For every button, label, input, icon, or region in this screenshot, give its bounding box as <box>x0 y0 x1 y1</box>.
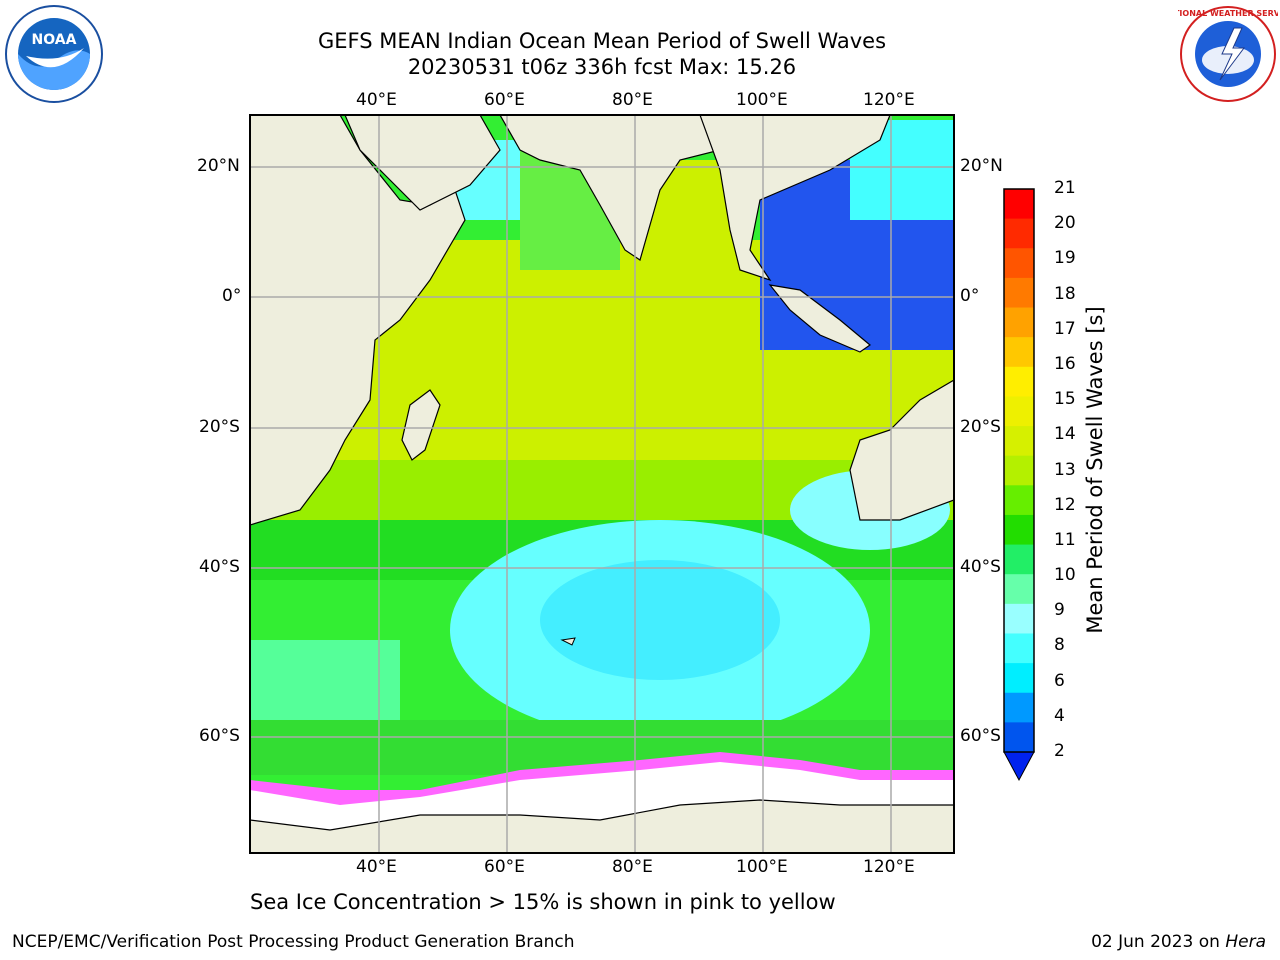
lat-label-left: 40°S <box>199 557 240 577</box>
africa-land <box>250 115 466 526</box>
colorbar-segment <box>1004 426 1034 457</box>
colorbar-segment <box>1004 663 1034 694</box>
colorbar-tick-label: 15 <box>1054 389 1076 410</box>
lat-label-left: 20°S <box>199 417 240 437</box>
chart-title: GEFS MEAN Indian Ocean Mean Period of Sw… <box>317 29 887 53</box>
lat-label-left: 20°N <box>197 156 240 176</box>
colorbar-tick-label: 12 <box>1054 494 1076 515</box>
sumatra-land <box>768 284 871 353</box>
noaa-logo: NOAA <box>5 5 103 103</box>
footer-date-text: 02 Jun 2023 on <box>1091 932 1220 952</box>
colorbar-segment <box>1004 189 1034 220</box>
colorbar-segment <box>1004 337 1034 368</box>
colorbar-segment <box>1004 633 1034 664</box>
colorbar-tick-label: 9 <box>1054 600 1065 621</box>
colorbar-tick-label: 17 <box>1054 318 1076 339</box>
colorbar-segment <box>1004 574 1034 605</box>
colorbar-tick-label: 20 <box>1054 213 1076 234</box>
australia-land <box>849 379 954 521</box>
colorbar-segment <box>1004 307 1034 338</box>
colorbar-segment <box>1004 485 1034 516</box>
colorbar-segment <box>1004 248 1034 279</box>
colorbar-tick-label: 6 <box>1054 670 1065 691</box>
colorbar-segment <box>1004 514 1034 546</box>
lon-label-top: 80°E <box>612 90 653 110</box>
lon-label-top: 120°E <box>863 90 915 110</box>
se-asia-land <box>699 115 891 282</box>
lon-label-top: 100°E <box>736 90 788 110</box>
arabia-land <box>344 115 501 211</box>
kerguelen-island <box>560 637 576 646</box>
gridlines <box>250 115 954 853</box>
colorbar-label: Mean Period of Swell Waves [s] <box>1083 306 1107 634</box>
colorbar-frame <box>1003 188 1035 753</box>
lon-label-bottom: 120°E <box>863 857 915 877</box>
nws-logo: NATIONAL WEATHER SERVICE <box>1178 6 1278 102</box>
colorbar-tick-label: 11 <box>1054 529 1076 550</box>
lat-label-right: 0° <box>960 286 980 306</box>
colorbar-tick-label: 13 <box>1054 459 1076 480</box>
lat-label-right: 20°N <box>960 156 1003 176</box>
footer-credit: NCEP/EMC/Verification Post Processing Pr… <box>12 932 575 952</box>
lon-label-top: 40°E <box>356 90 397 110</box>
footer-host: Hera <box>1225 932 1266 952</box>
colorbar-segment <box>1004 544 1034 575</box>
lat-label-right: 60°S <box>960 726 1001 746</box>
colorbar-segment <box>1004 396 1034 427</box>
colorbar-tick-label: 10 <box>1054 565 1076 586</box>
colorbar-tick-label: 18 <box>1054 283 1076 304</box>
colorbar-tick-label: 19 <box>1054 248 1076 269</box>
lon-label-bottom: 80°E <box>612 857 653 877</box>
lat-label-right: 40°S <box>960 557 1001 577</box>
colorbar-segment <box>1004 603 1034 634</box>
lon-label-bottom: 40°E <box>356 857 397 877</box>
map-frame <box>249 114 955 854</box>
colorbar-tick-label: 4 <box>1054 705 1065 726</box>
lat-label-right: 20°S <box>960 417 1001 437</box>
colorbar-tick-label: 2 <box>1054 741 1065 761</box>
colorbar-segment <box>1004 455 1034 486</box>
colorbar-extend-arrow <box>1003 751 1035 782</box>
colorbar-tick-label: 8 <box>1054 635 1065 656</box>
colorbar-segment <box>1004 722 1034 753</box>
lon-label-top: 60°E <box>484 90 525 110</box>
footer-date: 02 Jun 2023 on Hera <box>1091 932 1266 952</box>
antarctica-land <box>250 799 954 853</box>
lon-label-bottom: 100°E <box>736 857 788 877</box>
chart-subtitle: 20230531 t06z 336h fcst Max: 15.26 <box>407 55 797 79</box>
colorbar-tick-label: 14 <box>1054 424 1076 445</box>
madagascar-land <box>401 389 441 461</box>
colorbar <box>1003 188 1035 782</box>
noaa-logo-text: NOAA <box>32 32 77 48</box>
colorbar-segment <box>1004 692 1034 723</box>
colorbar-segment <box>1004 218 1034 249</box>
lat-label-left: 0° <box>222 286 242 306</box>
colorbar-tick-label: 21 <box>1054 178 1076 198</box>
colorbar-segment <box>1004 366 1034 397</box>
lon-label-bottom: 60°E <box>484 857 525 877</box>
colorbar-segment <box>1004 277 1034 309</box>
lat-label-left: 60°S <box>199 726 240 746</box>
svg-text:NATIONAL WEATHER SERVICE: NATIONAL WEATHER SERVICE <box>1178 9 1278 18</box>
colorbar-tick-label: 16 <box>1054 353 1076 374</box>
sea-ice-caption: Sea Ice Concentration > 15% is shown in … <box>250 890 836 914</box>
